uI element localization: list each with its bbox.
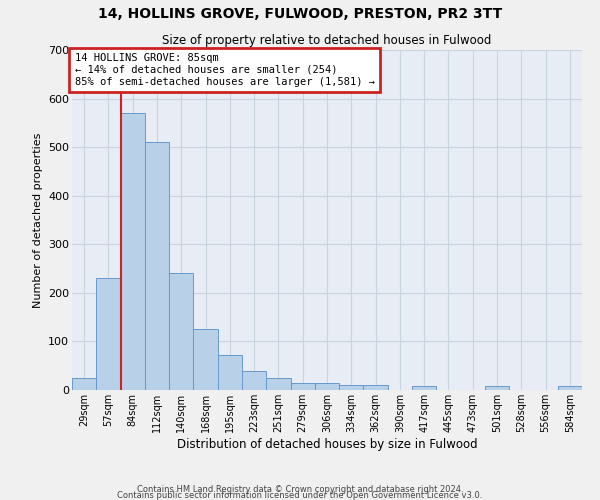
Bar	[339, 385, 364, 390]
Bar	[218, 355, 242, 390]
Bar	[485, 386, 509, 390]
Bar	[242, 370, 266, 390]
Title: Size of property relative to detached houses in Fulwood: Size of property relative to detached ho…	[163, 34, 491, 48]
Bar	[315, 382, 339, 390]
Bar	[364, 385, 388, 390]
Bar	[412, 386, 436, 390]
Text: Contains public sector information licensed under the Open Government Licence v3: Contains public sector information licen…	[118, 490, 482, 500]
Bar	[145, 142, 169, 390]
Bar	[121, 113, 145, 390]
Bar	[558, 386, 582, 390]
Bar	[72, 378, 96, 390]
Bar	[266, 378, 290, 390]
Bar	[290, 382, 315, 390]
Text: Contains HM Land Registry data © Crown copyright and database right 2024.: Contains HM Land Registry data © Crown c…	[137, 484, 463, 494]
Y-axis label: Number of detached properties: Number of detached properties	[32, 132, 43, 308]
Bar	[193, 330, 218, 390]
Text: 14 HOLLINS GROVE: 85sqm
← 14% of detached houses are smaller (254)
85% of semi-d: 14 HOLLINS GROVE: 85sqm ← 14% of detache…	[74, 54, 374, 86]
Bar	[169, 274, 193, 390]
X-axis label: Distribution of detached houses by size in Fulwood: Distribution of detached houses by size …	[176, 438, 478, 450]
Bar	[96, 278, 121, 390]
Text: 14, HOLLINS GROVE, FULWOOD, PRESTON, PR2 3TT: 14, HOLLINS GROVE, FULWOOD, PRESTON, PR2…	[98, 8, 502, 22]
